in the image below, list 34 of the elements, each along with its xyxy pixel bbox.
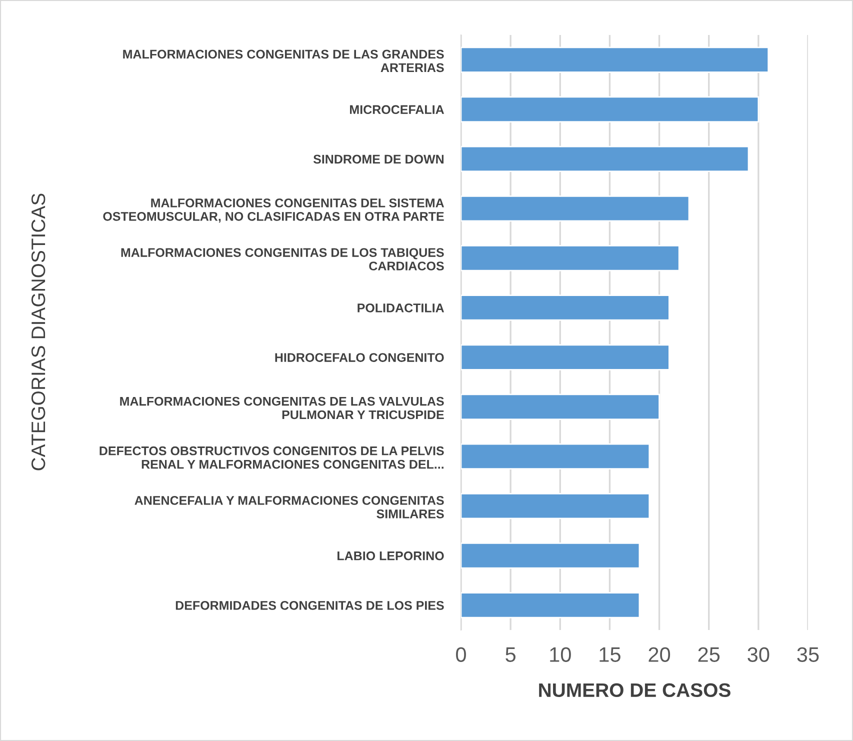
bar [461, 195, 690, 222]
y-tick-label: DEFORMIDADES CONGENITAS DE LOS PIES [176, 601, 444, 610]
x-tick-label: 10 [550, 647, 571, 662]
bar [461, 394, 660, 420]
x-tick-label: 20 [648, 647, 670, 662]
bar [461, 96, 760, 122]
bar [461, 245, 680, 272]
x-tick-label: 35 [797, 647, 819, 662]
bar [461, 46, 770, 73]
bar [461, 492, 650, 520]
y-tick-label: LABIO LEPORINO [338, 551, 444, 560]
bar [461, 443, 650, 470]
y-tick-label: MALFORMACIONES CONGENITAS DEL SISTEMA OSTEOMUSCULAR, NO CLASIFICADAS EN OTRA PARTE [103, 198, 444, 223]
y-tick-label: DEFECTOS OBSTRUCTIVOS CONGENITOS DE LA PELVIS RENAL Y MALFORMACIONES CONGENITAS DEL... [100, 446, 444, 469]
bar [461, 344, 670, 370]
bar [461, 146, 750, 172]
y-tick-label: ANENCEFALIA Y MALFORMACIONES CONGENITAS SIMILARES [134, 496, 444, 518]
y-tick-label: MALFORMACIONES CONGENITAS DE LAS GRANDES ARTERIAS [123, 50, 444, 72]
y-tick-label: HIDROCEFALO CONGENITO [275, 353, 444, 362]
x-tick-label: 15 [600, 647, 620, 662]
x-tick-label: 30 [748, 647, 770, 662]
x-tick-label: 5 [506, 647, 516, 662]
y-axis-title: CATEGORIAS DIAGNOSTICAS [31, 194, 46, 470]
y-tick-label: MALFORMACIONES CONGENITAS DE LOS TABIQUES CARDIACOS [121, 248, 444, 270]
y-tick-label: MALFORMACIONES CONGENITAS DE LAS VALVULAS PULMONAR Y TRICUSPIDE [120, 396, 444, 420]
bar [461, 592, 640, 618]
x-tick-label: 25 [698, 647, 720, 662]
y-tick-label: POLIDACTILIA [358, 304, 444, 312]
y-tick-label: SINDROME DE DOWN [313, 154, 444, 164]
x-axis-title: NUMERO DE CASOS [539, 683, 730, 698]
x-tick-label: 0 [456, 647, 466, 662]
y-tick-label: MICROCEFALIA [350, 105, 444, 114]
bar [461, 542, 640, 569]
bar [461, 294, 670, 321]
